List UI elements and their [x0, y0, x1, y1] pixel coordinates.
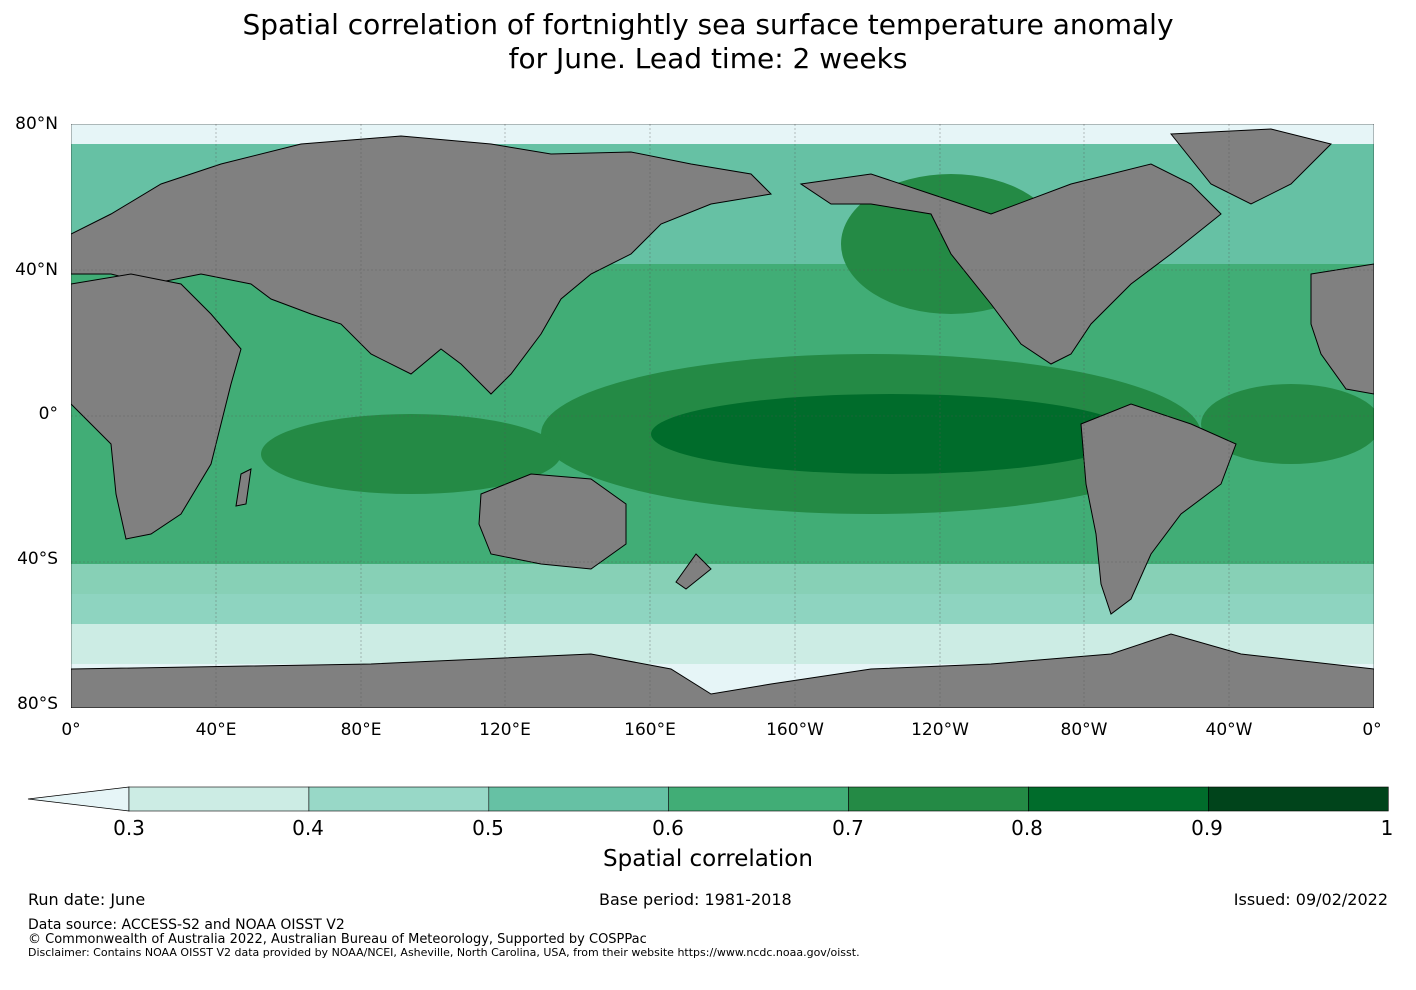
- colorbar-tick-0.7: 0.7: [832, 816, 864, 840]
- map-svg: [71, 124, 1374, 708]
- lon-label-160w: 160°W: [766, 720, 824, 740]
- base-period: Base period: 1981-2018: [599, 890, 792, 909]
- copyright: © Commonwealth of Australia 2022, Austra…: [28, 932, 647, 947]
- graticule: [71, 124, 1374, 708]
- run-date: Run date: June: [28, 890, 146, 909]
- colorbar-segment-0.6: [668, 786, 849, 812]
- lon-label-80e: 80°E: [340, 720, 382, 740]
- issued-date: Issued: 09/02/2022: [1233, 890, 1388, 909]
- title-line-2: for June. Lead time: 2 weeks: [508, 42, 908, 75]
- colorbar-tick-0.9: 0.9: [1191, 816, 1223, 840]
- correlation-map: [71, 124, 1374, 708]
- map-title: Spatial correlation of fortnightly sea s…: [0, 8, 1416, 76]
- colorbar-segment-0.7: [848, 786, 1029, 812]
- colorbar-segment-0.3: [128, 786, 310, 812]
- lon-label-120w: 120°W: [911, 720, 969, 740]
- colorbar-tick-0.6: 0.6: [652, 816, 684, 840]
- lat-label-40s: 40°S: [17, 549, 58, 569]
- lon-label-40w: 40°W: [1205, 720, 1253, 740]
- title-line-1: Spatial correlation of fortnightly sea s…: [242, 8, 1174, 41]
- colorbar-segment-0.8: [1028, 786, 1209, 812]
- ocean-southern-band: [71, 564, 1374, 624]
- lon-label-0-right: 0°: [1362, 720, 1382, 740]
- colorbar: [26, 784, 1390, 818]
- colorbar-tick-0.5: 0.5: [472, 816, 504, 840]
- ocean-pacific-core: [651, 394, 1131, 474]
- lon-label-80w: 80°W: [1060, 720, 1108, 740]
- colorbar-segment-0.9: [1208, 786, 1389, 812]
- colorbar-tick-0.3: 0.3: [113, 816, 145, 840]
- colorbar-extend-arrow: [27, 786, 130, 812]
- lon-label-160e: 160°E: [624, 720, 676, 740]
- land-europe-east: [1310, 263, 1374, 395]
- lon-label-120e: 120°E: [479, 720, 531, 740]
- land-new-zealand: [675, 553, 712, 590]
- lat-label-80n: 80°N: [15, 114, 58, 134]
- land-australia: [478, 473, 627, 570]
- lon-label-0-left: 0°: [61, 720, 81, 740]
- land-north-america: [799, 163, 1222, 365]
- colorbar-svg: [27, 786, 1389, 812]
- colorbar-label: Spatial correlation: [603, 846, 813, 872]
- land-south-america: [1080, 403, 1237, 615]
- land-africa: [71, 273, 242, 540]
- ocean-indian: [261, 414, 561, 494]
- colorbar-tick-1: 1: [1380, 816, 1394, 840]
- land-greenland: [1169, 128, 1332, 205]
- lon-label-40e: 40°E: [195, 720, 237, 740]
- lat-label-40n: 40°N: [15, 260, 58, 280]
- land-antarctica: [71, 633, 1374, 708]
- ocean-atlantic-eq: [1201, 384, 1374, 464]
- colorbar-segment-0.5: [488, 786, 669, 812]
- colorbar-segment-0.4: [308, 786, 490, 812]
- lat-label-equator: 0°: [38, 404, 58, 424]
- land-eurasia: [71, 135, 773, 395]
- disclaimer: Disclaimer: Contains NOAA OISST V2 data …: [28, 946, 860, 959]
- colorbar-tick-0.8: 0.8: [1011, 816, 1043, 840]
- land-madagascar: [235, 468, 252, 507]
- colorbar-tick-0.4: 0.4: [292, 816, 324, 840]
- lat-label-80s: 80°S: [17, 694, 58, 714]
- land-masses: [71, 128, 1374, 708]
- data-source: Data source: ACCESS-S2 and NOAA OISST V2: [28, 917, 345, 933]
